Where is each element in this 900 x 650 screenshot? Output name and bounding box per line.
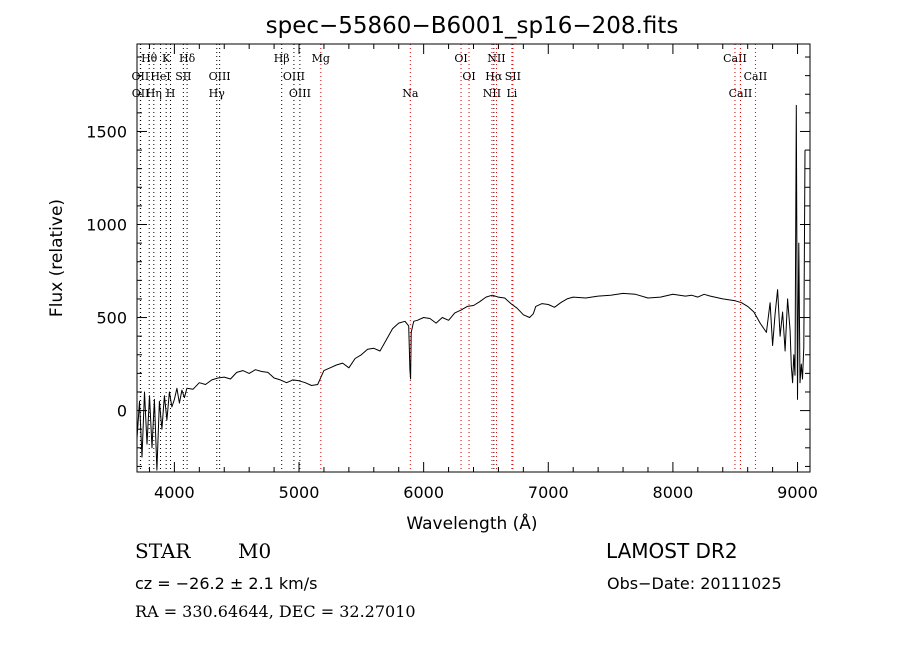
- x-tick-label: 5000: [279, 483, 320, 502]
- y-tick-label: 500: [96, 309, 127, 328]
- x-tick-label: 4000: [154, 483, 195, 502]
- plot-frame: [136, 43, 811, 473]
- observation-date: Obs−Date: 20111025: [607, 574, 782, 593]
- spectrum-line: [136, 104, 806, 471]
- spectral-line-label: OII: [132, 87, 150, 100]
- spectral-line-label: OIII: [283, 70, 305, 83]
- x-tick-label: 8000: [653, 483, 694, 502]
- y-tick-label: 1000: [86, 216, 127, 235]
- spectral-line-label: OIII: [209, 70, 231, 83]
- spectral-line-label: CaII: [744, 70, 768, 83]
- object-subclass: M0: [238, 539, 272, 563]
- spectral-line-label: H: [166, 87, 176, 100]
- spectral-line-label: Hθ: [141, 52, 158, 65]
- y-tick-label: 1500: [86, 122, 127, 141]
- redshift-readout: cz = −26.2 ± 2.1 km/s: [135, 574, 318, 593]
- spectral-line-label: NII: [483, 87, 501, 100]
- spectral-line-label: Hη: [146, 87, 162, 100]
- spectral-line-label: OI: [454, 52, 467, 65]
- coordinates-readout: RA = 330.64644, DEC = 32.27010: [135, 602, 416, 621]
- spectrum-series: [136, 104, 806, 471]
- y-tick-label: 0: [117, 402, 127, 421]
- x-tick-label: 9000: [777, 483, 818, 502]
- x-tick-label: 7000: [528, 483, 569, 502]
- spectral-line-label: Hβ: [274, 52, 290, 65]
- object-class: STAR: [135, 539, 191, 563]
- spectral-line-label: Mg: [312, 52, 330, 65]
- y-axis-label: Flux (relative): [47, 199, 67, 317]
- spectral-line-label: K: [162, 52, 171, 65]
- spectral-line-label: Na: [402, 87, 419, 100]
- spectral-line-label: SII: [175, 70, 191, 83]
- spectral-line-label: Hδ: [179, 52, 196, 65]
- spectral-line-label: Hα: [485, 70, 503, 83]
- x-axis-label: Wavelength (Å): [406, 512, 537, 534]
- chart-title: spec−55860−B6001_sp16−208.fits: [266, 13, 679, 39]
- spectral-line-label: OI: [462, 70, 475, 83]
- spectral-line-label: Hγ: [209, 87, 226, 100]
- axes: 4000 5000 6000 7000 8000 9000 0 500 1000 1500: [86, 44, 818, 502]
- spectral-line-label: CaII: [723, 52, 747, 65]
- spectral-line-label: SII: [505, 70, 521, 83]
- spectral-line-label: CaII: [729, 87, 753, 100]
- spectral-line-label: HeI: [150, 70, 170, 83]
- survey-label: LAMOST DR2: [606, 539, 738, 563]
- spectral-line-label: NII: [487, 52, 505, 65]
- spectral-line-label: Li: [506, 87, 517, 100]
- x-tick-label: 6000: [403, 483, 444, 502]
- spectral-line-label: OIII: [289, 87, 311, 100]
